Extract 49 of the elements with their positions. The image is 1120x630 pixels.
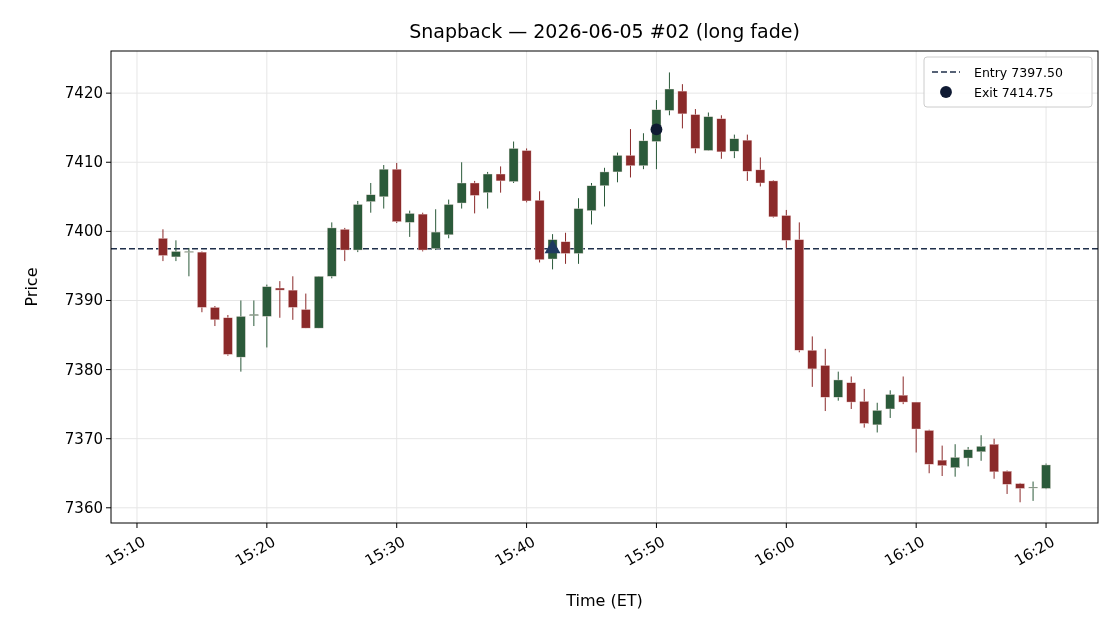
candlestick	[664, 71, 675, 116]
y-tick-label: 7360	[64, 498, 103, 517]
candlestick	[976, 434, 986, 462]
candlestick	[365, 182, 376, 214]
x-axis-title: Time (ET)	[565, 591, 643, 610]
candlestick	[275, 280, 285, 319]
candlestick	[859, 388, 869, 429]
candlestick	[495, 165, 506, 194]
candlestick	[1002, 469, 1012, 495]
candlestick	[456, 161, 467, 210]
candlestick	[404, 210, 415, 238]
candlestick	[1028, 481, 1038, 502]
candlestick	[288, 275, 298, 321]
candlestick	[482, 171, 493, 210]
candlestick	[963, 446, 973, 467]
candlestick	[885, 389, 895, 419]
candlestick	[807, 335, 818, 388]
y-tick-label: 7370	[64, 429, 103, 448]
candlestick	[833, 371, 844, 402]
candlestick	[430, 208, 441, 251]
candlestick	[469, 180, 480, 214]
y-tick-label: 7390	[64, 291, 103, 310]
legend-label: Entry 7397.50	[974, 64, 1063, 80]
candlestick	[898, 375, 908, 405]
candlestick	[846, 375, 856, 410]
candlestick	[340, 227, 350, 262]
candlestick	[872, 402, 882, 433]
candlestick	[937, 445, 947, 477]
candlestick	[210, 305, 220, 327]
candlestick	[729, 134, 740, 159]
candlestick	[171, 239, 181, 262]
candlestick	[677, 83, 688, 129]
y-tick-label: 7400	[64, 222, 103, 241]
candlestick	[249, 299, 259, 327]
candlestick	[755, 156, 766, 187]
candlestick	[184, 247, 194, 277]
candlestick	[560, 232, 571, 265]
legend-label: Exit 7414.75	[974, 84, 1054, 100]
y-tick-label: 7420	[64, 84, 103, 103]
candlestick	[301, 293, 311, 329]
candlestick	[625, 128, 636, 178]
candlestick	[950, 443, 960, 478]
candlestick	[158, 228, 168, 262]
candlestick	[599, 167, 610, 207]
y-tick-label: 7410	[64, 153, 103, 172]
y-tick-label: 7380	[64, 360, 103, 379]
y-axis-title: Price	[22, 267, 41, 307]
candlestick	[612, 152, 623, 183]
chart-title: Snapback — 2026-06-05 #02 (long fade)	[409, 20, 800, 42]
